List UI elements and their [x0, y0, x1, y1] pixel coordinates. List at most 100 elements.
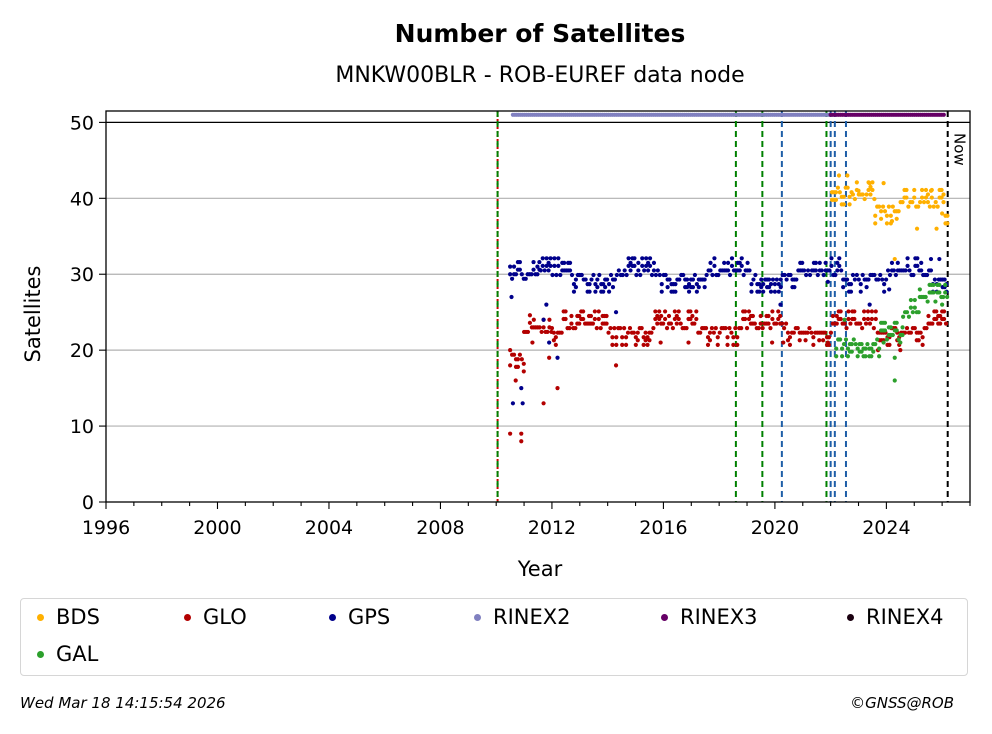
data-point [659, 289, 664, 294]
data-point [684, 326, 689, 331]
x-tick-label: 2008 [416, 517, 464, 539]
data-point [889, 260, 895, 265]
data-point [839, 268, 844, 273]
data-point [707, 330, 713, 335]
legend-label: RINEX4 [866, 605, 944, 629]
data-point [651, 260, 657, 265]
data-point [544, 302, 549, 307]
data-point [614, 335, 619, 340]
data-point [547, 355, 552, 360]
data-point [904, 310, 910, 315]
data-point [661, 321, 666, 326]
data-point [881, 340, 886, 345]
legend-marker [847, 613, 854, 621]
data-point [875, 337, 880, 342]
data-point [587, 282, 592, 287]
data-point [612, 326, 617, 331]
data-point [887, 272, 893, 278]
data-point [530, 340, 535, 345]
data-point [912, 326, 917, 331]
data-point [685, 277, 690, 282]
data-point [895, 260, 900, 265]
data-point [915, 256, 920, 261]
data-point [811, 335, 816, 340]
data-point [759, 277, 764, 282]
data-point [657, 272, 662, 278]
data-point [873, 221, 878, 226]
legend-label: GAL [56, 642, 99, 666]
data-point [943, 282, 948, 287]
data-point [821, 338, 826, 343]
data-point [778, 277, 783, 282]
data-point [622, 326, 627, 331]
data-point [676, 316, 681, 322]
data-point [527, 313, 533, 318]
data-point [515, 357, 521, 362]
data-point [856, 188, 861, 193]
data-point [544, 263, 549, 268]
data-point [610, 342, 615, 347]
data-point [941, 294, 946, 300]
data-point [937, 290, 942, 295]
data-point [723, 326, 728, 331]
data-point [608, 272, 614, 278]
data-point [859, 349, 864, 354]
data-point [647, 338, 652, 343]
data-point [805, 268, 811, 273]
data-point [882, 209, 888, 214]
data-point [546, 268, 551, 273]
data-point [549, 326, 555, 331]
data-point [539, 329, 544, 335]
data-point [837, 190, 842, 195]
data-point [938, 313, 943, 319]
data-point [614, 272, 619, 278]
data-point [523, 276, 528, 281]
data-point [934, 316, 939, 322]
data-point [833, 272, 838, 278]
data-point [785, 330, 791, 335]
data-point [839, 354, 845, 359]
legend-item-rinex4: RINEX4 [847, 605, 944, 629]
data-point [525, 329, 531, 335]
data-point [635, 330, 640, 335]
data-point [941, 316, 947, 322]
data-point [542, 268, 547, 273]
data-point [908, 297, 914, 303]
data-point [776, 309, 781, 314]
data-point [935, 204, 940, 209]
data-point [690, 285, 696, 290]
data-point [882, 289, 887, 294]
data-point [904, 326, 910, 331]
data-point [890, 204, 895, 209]
data-point [655, 313, 660, 319]
data-point [863, 354, 868, 359]
data-point [517, 352, 522, 357]
data-point [865, 316, 871, 322]
now-label: Now [951, 133, 969, 166]
data-point [551, 338, 556, 343]
data-point [807, 272, 813, 278]
data-point [729, 330, 734, 335]
data-point [674, 321, 679, 326]
data-point [688, 309, 693, 314]
data-point [866, 277, 871, 282]
data-point [735, 342, 740, 347]
data-point [715, 335, 720, 340]
data-point [858, 282, 863, 287]
data-point [731, 342, 736, 347]
data-point [869, 309, 874, 314]
data-point [919, 268, 924, 273]
data-point [912, 187, 917, 193]
data-point [860, 272, 865, 278]
data-point [567, 268, 573, 273]
data-point [608, 326, 613, 331]
data-point [519, 357, 524, 362]
data-point [821, 272, 826, 278]
data-point [627, 326, 633, 331]
data-point [567, 326, 572, 331]
legend-label: BDS [56, 605, 100, 629]
data-point [847, 202, 852, 207]
data-point [910, 200, 915, 205]
data-point [741, 272, 746, 278]
data-point [784, 277, 789, 282]
